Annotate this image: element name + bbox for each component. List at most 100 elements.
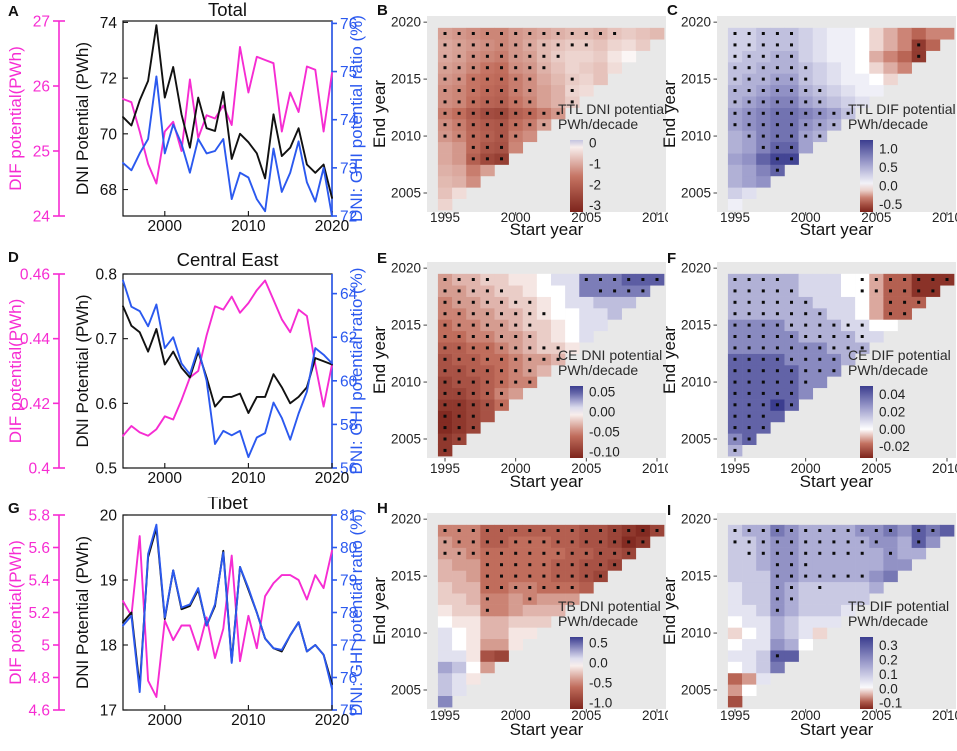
svg-text:TTL DIF potential: TTL DIF potential: [848, 101, 956, 117]
svg-text:2010: 2010: [932, 461, 957, 476]
svg-text:TB DNI potential: TB DNI potential: [558, 598, 661, 614]
svg-text:1995: 1995: [430, 210, 460, 225]
svg-text:0.5: 0.5: [95, 461, 117, 478]
svg-text:PWh/decade: PWh/decade: [848, 116, 928, 132]
svg-text:0.0: 0.0: [879, 179, 898, 194]
svg-text:2005: 2005: [571, 210, 601, 225]
svg-text:TTL DNI potential: TTL DNI potential: [558, 101, 667, 117]
svg-text:2010: 2010: [681, 626, 711, 641]
svg-text:2005: 2005: [391, 683, 421, 698]
svg-text:2010: 2010: [231, 218, 266, 235]
svg-text:Start year: Start year: [800, 472, 874, 491]
panel-label-d: D: [8, 249, 19, 266]
svg-text:PWh/decade: PWh/decade: [558, 116, 638, 132]
svg-text:72: 72: [100, 71, 117, 88]
svg-text:70: 70: [100, 126, 118, 143]
svg-text:2000: 2000: [791, 708, 821, 723]
svg-text:0.4: 0.4: [28, 461, 50, 478]
svg-text:2015: 2015: [391, 72, 421, 87]
svg-text:2000: 2000: [501, 461, 531, 476]
svg-text:2005: 2005: [391, 186, 421, 201]
svg-text:-0.05: -0.05: [589, 425, 620, 440]
svg-text:27: 27: [33, 14, 50, 31]
svg-text:DNI Potential (PWh): DNI Potential (PWh): [73, 294, 92, 447]
svg-text:-0.5: -0.5: [589, 676, 612, 691]
svg-text:64: 64: [340, 286, 358, 303]
svg-text:2000: 2000: [791, 461, 821, 476]
svg-text:1.0: 1.0: [879, 142, 898, 157]
svg-text:2005: 2005: [681, 186, 711, 201]
svg-text:4.6: 4.6: [28, 703, 50, 720]
svg-text:-2: -2: [589, 177, 601, 192]
svg-text:68: 68: [100, 182, 117, 199]
svg-text:0.0: 0.0: [589, 656, 608, 671]
svg-text:0: 0: [589, 136, 597, 151]
svg-text:81: 81: [340, 508, 357, 525]
tb-dif-trend-heatmap: 1995200020052010Start year20052010201520…: [660, 512, 957, 739]
panel-label-f: F: [667, 250, 677, 267]
svg-text:2015: 2015: [391, 318, 421, 333]
svg-text:Total: Total: [208, 0, 247, 20]
svg-text:DNI: GHI potential ratio (%): DNI: GHI potential ratio (%): [347, 268, 366, 475]
ce-dni-trend-heatmap: 1995200020052010Start year20052010201520…: [370, 261, 668, 491]
panel-label-c: C: [667, 2, 678, 19]
svg-text:2000: 2000: [791, 210, 821, 225]
tb-dni-trend-heatmap: 1995200020052010Start year20052010201520…: [370, 512, 668, 739]
svg-text:End year: End year: [370, 577, 389, 645]
svg-text:4.8: 4.8: [28, 670, 50, 687]
svg-text:75: 75: [340, 703, 357, 720]
svg-text:0.42: 0.42: [20, 396, 50, 413]
svg-text:2010: 2010: [231, 470, 266, 487]
svg-text:0.04: 0.04: [879, 387, 906, 402]
panel-label-g: G: [8, 500, 20, 517]
svg-text:1995: 1995: [720, 210, 750, 225]
svg-text:2005: 2005: [681, 683, 711, 698]
panel-label-b: B: [377, 2, 388, 19]
svg-text:2015: 2015: [681, 72, 711, 87]
svg-text:CE DIF potential: CE DIF potential: [848, 347, 951, 363]
svg-text:5.8: 5.8: [28, 508, 50, 525]
svg-text:End year: End year: [660, 326, 679, 394]
svg-text:Start year: Start year: [510, 720, 584, 739]
svg-text:2005: 2005: [571, 708, 601, 723]
svg-text:0.2: 0.2: [879, 653, 898, 668]
ttl-dni-trend-heatmap: 1995200020052010Start year20052010201520…: [370, 15, 668, 239]
svg-text:0.00: 0.00: [879, 422, 905, 437]
svg-text:Tibet: Tibet: [207, 497, 247, 513]
svg-text:2020: 2020: [391, 15, 421, 30]
svg-text:PWh/decade: PWh/decade: [848, 613, 928, 629]
svg-text:74: 74: [100, 15, 118, 32]
svg-text:Start year: Start year: [800, 220, 874, 239]
svg-text:0.8: 0.8: [95, 267, 117, 284]
svg-text:76: 76: [340, 16, 357, 33]
svg-text:PWh/decade: PWh/decade: [558, 362, 638, 378]
svg-text:2010: 2010: [932, 210, 957, 225]
svg-text:2020: 2020: [681, 512, 711, 527]
svg-text:0.5: 0.5: [879, 160, 898, 175]
svg-text:CE DNI potential: CE DNI potential: [558, 347, 662, 363]
svg-text:2010: 2010: [642, 461, 668, 476]
svg-text:75: 75: [340, 64, 357, 81]
svg-text:End year: End year: [370, 80, 389, 148]
svg-text:0.0: 0.0: [879, 681, 898, 696]
svg-text:2010: 2010: [642, 708, 668, 723]
svg-text:Start year: Start year: [510, 472, 584, 491]
svg-text:5.2: 5.2: [28, 605, 50, 622]
svg-text:2020: 2020: [315, 712, 350, 729]
svg-text:DNI: GHI potential ratio (%): DNI: GHI potential ratio (%): [347, 509, 366, 716]
svg-text:2020: 2020: [315, 470, 350, 487]
svg-text:56: 56: [340, 461, 357, 478]
svg-text:2020: 2020: [391, 261, 421, 276]
svg-text:2010: 2010: [391, 129, 421, 144]
svg-text:1995: 1995: [720, 708, 750, 723]
panel-label-h: H: [377, 500, 388, 517]
svg-text:0.6: 0.6: [95, 396, 117, 413]
panel-label-e: E: [377, 250, 388, 267]
svg-text:2010: 2010: [932, 708, 957, 723]
svg-text:-3: -3: [589, 198, 601, 213]
svg-text:1995: 1995: [430, 708, 460, 723]
svg-text:0.1: 0.1: [879, 667, 898, 682]
svg-text:18: 18: [100, 638, 117, 655]
